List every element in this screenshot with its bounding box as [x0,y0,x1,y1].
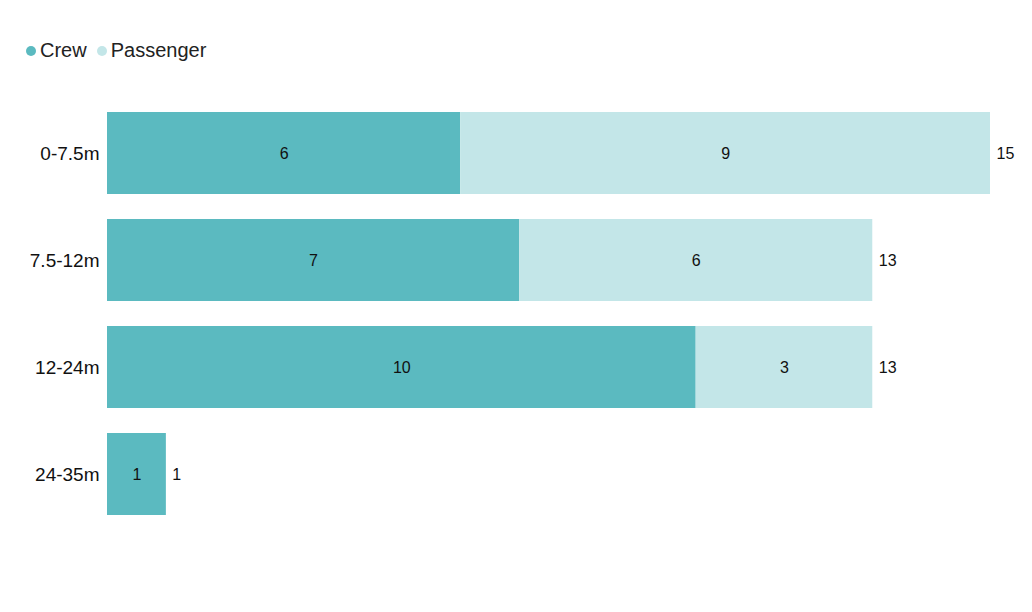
svg-text:15: 15 [997,145,1015,162]
svg-text:10: 10 [393,359,411,376]
html-text:Crew: Crew [40,39,87,61]
svg-text:1: 1 [172,466,181,483]
svg-text:13: 13 [879,252,897,269]
svg-text:24-35m: 24-35m [35,464,99,485]
svg-text:0-7.5m: 0-7.5m [40,143,99,164]
html-text:Passenger: Passenger [110,39,207,61]
svg-text:13: 13 [879,359,897,376]
svg-text:7.5-12m: 7.5-12m [30,250,100,271]
svg-text:9: 9 [721,145,730,162]
svg-text:6: 6 [280,145,289,162]
svg-text:3: 3 [780,359,789,376]
svg-text:1: 1 [132,466,141,483]
svg-text:6: 6 [692,252,701,269]
svg-text:7: 7 [309,252,318,269]
svg-text:12-24m: 12-24m [35,357,99,378]
